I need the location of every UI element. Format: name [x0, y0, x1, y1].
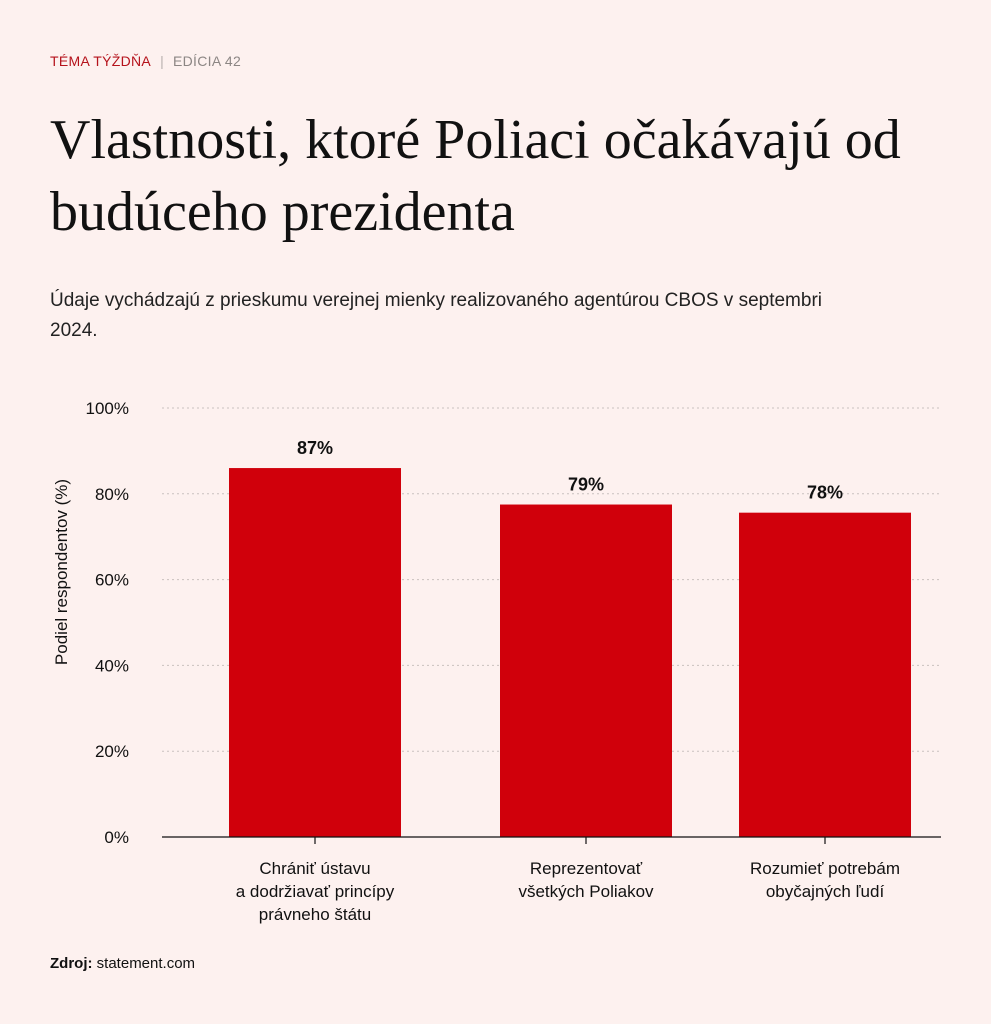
- kicker: TÉMA TÝŽDŇA | EDÍCIA 42: [50, 53, 241, 69]
- bar: [739, 512, 911, 837]
- x-tick-label-line: a dodržiavať princípy: [236, 882, 395, 901]
- edition-label: EDÍCIA 42: [173, 53, 242, 69]
- y-tick-label: 0%: [104, 828, 129, 847]
- x-tick-label: Rozumieť potrebám obyčajných ľudí: [750, 859, 900, 901]
- kicker-separator: |: [160, 53, 164, 69]
- data-label: 78%: [807, 483, 843, 503]
- y-axis-title: Podiel respondentov (%): [52, 479, 71, 665]
- x-tick-label: Reprezentovať všetkých Poliakov: [518, 859, 654, 901]
- y-tick-label: 20%: [95, 742, 129, 761]
- x-tick-label: Chrániť ústavu a dodržiavať princípy právn…: [236, 859, 395, 924]
- x-tick-label-line: Rozumieť potrebám: [750, 859, 900, 878]
- source-line: Zdroj: statement.com: [50, 955, 195, 972]
- source-label: Zdroj:: [50, 955, 93, 972]
- y-tick-label: 60%: [95, 571, 129, 590]
- page-title: Vlastnosti, ktoré Poliaci očakávajú od b…: [50, 109, 901, 243]
- x-tick-label-line: Chrániť ústavu: [259, 859, 370, 878]
- data-label: 79%: [568, 475, 604, 495]
- topic-label: TÉMA TÝŽDŇA: [50, 53, 152, 69]
- bars: [229, 468, 911, 837]
- y-tick-label: 100%: [86, 399, 129, 418]
- bar-chart: 0% 20% 40% 60% 80% 100% 87% 79% 78% Chrániť úst…: [52, 399, 941, 924]
- x-tick-label-line: Reprezentovať: [530, 859, 643, 878]
- x-axis: Chrániť ústavu a dodržiavať princípy právn…: [162, 836, 941, 924]
- data-labels: 87% 79% 78%: [297, 438, 843, 503]
- data-label: 87%: [297, 438, 333, 458]
- x-tick-label-line: právneho štátu: [259, 905, 371, 924]
- bar: [229, 468, 401, 837]
- x-tick-label-line: všetkých Poliakov: [518, 882, 654, 901]
- source-value: statement.com: [96, 955, 196, 972]
- y-tick-labels: 0% 20% 40% 60% 80% 100%: [86, 399, 129, 847]
- y-tick-label: 40%: [95, 656, 129, 675]
- x-tick-label-line: obyčajných ľudí: [766, 882, 885, 901]
- bar: [500, 504, 672, 837]
- page-subtitle: Údaje vychádzajú z prieskumu verejnej mi…: [50, 290, 822, 341]
- y-tick-label: 80%: [95, 485, 129, 504]
